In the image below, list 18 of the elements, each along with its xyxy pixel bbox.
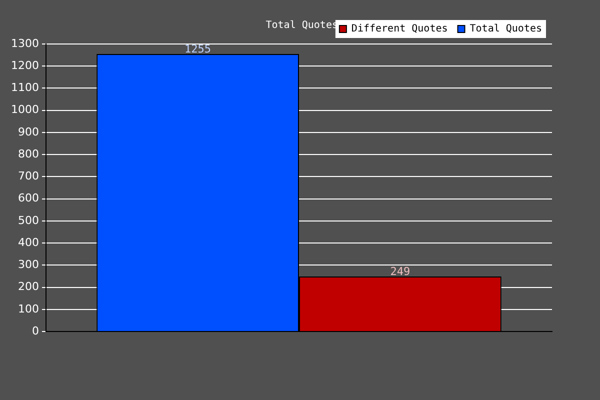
y-tick-label: 800	[18, 147, 39, 160]
y-tick-label: 100	[18, 302, 39, 316]
y-tick-label: 300	[18, 258, 39, 272]
y-tick-label: 1300	[10, 36, 39, 50]
y-tick-label: 1200	[10, 58, 39, 72]
y-tick-label: 600	[18, 192, 39, 205]
y-tick-label: 700	[18, 170, 39, 183]
y-tick-label: 400	[18, 236, 39, 249]
data-label: 249	[390, 264, 410, 278]
legend-label: Total Quotes	[470, 24, 542, 35]
legend-label: Different Quotes	[351, 24, 448, 35]
y-tick-label: 1100	[10, 81, 39, 94]
data-label: 1255	[184, 42, 212, 56]
y-tick-label: 200	[18, 280, 39, 294]
y-tick-label: 500	[18, 214, 39, 227]
y-tick-label: 900	[18, 125, 39, 138]
y-tick-label: 0	[32, 324, 39, 338]
y-tick-label: 1000	[10, 103, 39, 116]
